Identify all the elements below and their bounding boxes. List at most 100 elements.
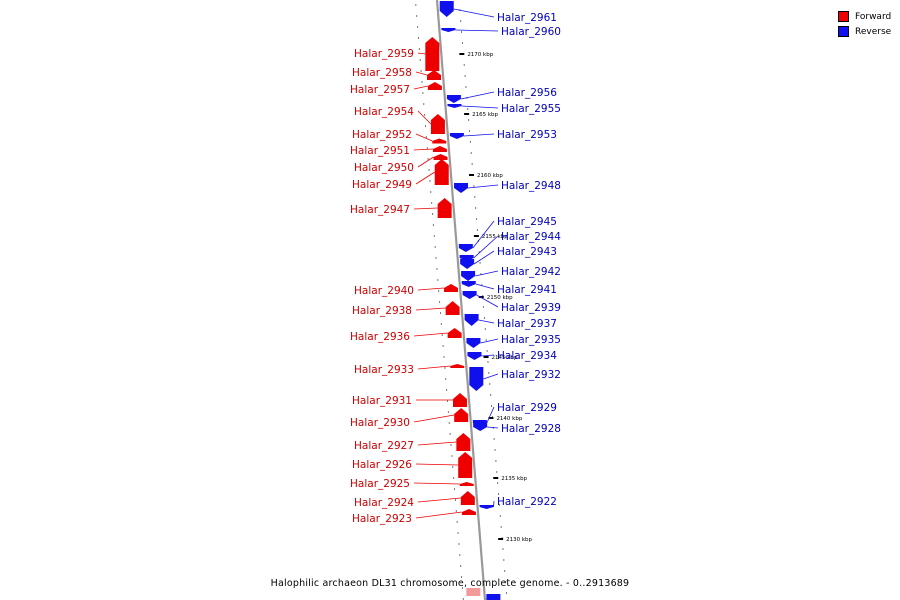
guide-dot (432, 224, 434, 226)
guide-dot (425, 125, 426, 127)
guide-dot (447, 400, 448, 402)
guide-dot (461, 31, 463, 33)
reverse-gene-label: Halar_2922 (497, 496, 557, 508)
guide-dot (435, 257, 437, 259)
reverse-gene-label: Halar_2942 (501, 266, 561, 278)
forward-gene-label: Halar_2958 (352, 67, 412, 79)
forward-leader (413, 148, 433, 151)
forward-gene-label: Halar_2952 (352, 129, 412, 141)
legend: Forward Reverse (838, 9, 891, 39)
guide-dot (471, 163, 473, 165)
forward-gene-label: Halar_2924 (354, 497, 414, 509)
guide-dot (480, 273, 482, 275)
guide-dot (431, 202, 433, 204)
reverse-gene-label: Halar_2943 (497, 246, 557, 258)
reverse-leader (461, 105, 499, 109)
guide-dot (469, 130, 470, 132)
guide-dot (439, 301, 441, 303)
guide-dot (464, 75, 466, 77)
forward-swatch (838, 11, 849, 22)
guide-dot (415, 4, 417, 6)
guide-dot (484, 328, 486, 330)
reverse-gene-arrow (458, 244, 473, 252)
guide-dot (497, 482, 499, 484)
forward-gene-arrow (432, 146, 447, 152)
reverse-leader (453, 8, 495, 18)
reverse-leader (473, 235, 499, 259)
forward-leader (417, 156, 434, 168)
scale-tick (464, 113, 470, 115)
guide-dot (426, 147, 428, 149)
reverse-gene-arrow (441, 28, 456, 32)
scale-tick (459, 53, 465, 55)
guide-dot (505, 581, 507, 583)
forward-leader (413, 414, 455, 423)
reverse-gene-label: Halar_2956 (497, 87, 557, 99)
reverse-gene-label: Halar_2960 (501, 26, 561, 38)
forward-leader (417, 497, 461, 503)
guide-dot (439, 312, 441, 314)
forward-leader (413, 85, 428, 90)
forward-gene-label: Halar_2959 (354, 48, 414, 60)
scale-tick-label: 2160 kbp (477, 173, 503, 179)
guide-dot (496, 471, 498, 473)
guide-dot (500, 526, 502, 528)
reverse-leader (487, 426, 499, 429)
scale-tick (498, 538, 504, 540)
guide-dot (441, 334, 443, 336)
guide-dot (481, 284, 483, 286)
reverse-gene-arrow (454, 183, 469, 193)
guide-dot (493, 438, 495, 440)
scale-tick (493, 477, 499, 479)
guide-dot (420, 70, 422, 72)
reverse-gene-arrow (466, 338, 481, 348)
reverse-leader (478, 319, 495, 324)
forward-gene-arrow (434, 159, 449, 185)
guide-dot (444, 367, 446, 369)
forward-gene-arrow (425, 37, 440, 71)
forward-gene-label: Halar_2926 (352, 459, 412, 471)
guide-dot (487, 361, 489, 363)
forward-gene-label: Halar_2923 (352, 513, 412, 525)
reverse-leader (472, 220, 495, 249)
guide-dot (483, 317, 485, 319)
chromosome-backbone (435, 0, 487, 600)
guide-dot (502, 548, 504, 550)
guide-dot (430, 191, 432, 193)
forward-gene-arrow (427, 70, 441, 80)
guide-dot (485, 339, 487, 341)
guide-dot (505, 592, 507, 594)
scale-tick (478, 296, 484, 298)
guide-dot (445, 378, 447, 380)
guide-dot (421, 81, 423, 83)
guide-dot (490, 394, 492, 396)
reverse-gene-arrow (449, 133, 464, 139)
scale-tick-label: 2140 kbp (496, 416, 522, 422)
forward-gene-arrow (444, 284, 459, 292)
forward-gene-arrow (459, 482, 474, 486)
guide-dot (428, 169, 430, 171)
guide-dot (450, 444, 452, 446)
forward-leader (413, 332, 448, 337)
scale-tick-label: 2130 kbp (506, 537, 532, 543)
reverse-leader (480, 338, 499, 344)
guide-dot (460, 20, 462, 22)
guide-dot (470, 152, 472, 154)
reverse-swatch (838, 26, 849, 37)
guide-dot (442, 345, 444, 347)
forward-gene-label: Halar_2940 (354, 285, 414, 297)
guide-dot (499, 515, 501, 517)
forward-leader (417, 110, 432, 125)
scale-tick (483, 356, 489, 358)
reverse-leader (483, 373, 499, 380)
reverse-gene-label: Halar_2944 (501, 231, 561, 243)
forward-gene-arrow (450, 364, 465, 368)
guide-dot (446, 389, 448, 391)
reverse-gene-label: Halar_2948 (501, 180, 561, 192)
forward-leader (415, 511, 463, 519)
forward-gene-label: Halar_2931 (352, 395, 412, 407)
guide-dot (448, 422, 450, 424)
reverse-leader (473, 250, 495, 265)
forward-gene-label: Halar_2925 (350, 478, 410, 490)
